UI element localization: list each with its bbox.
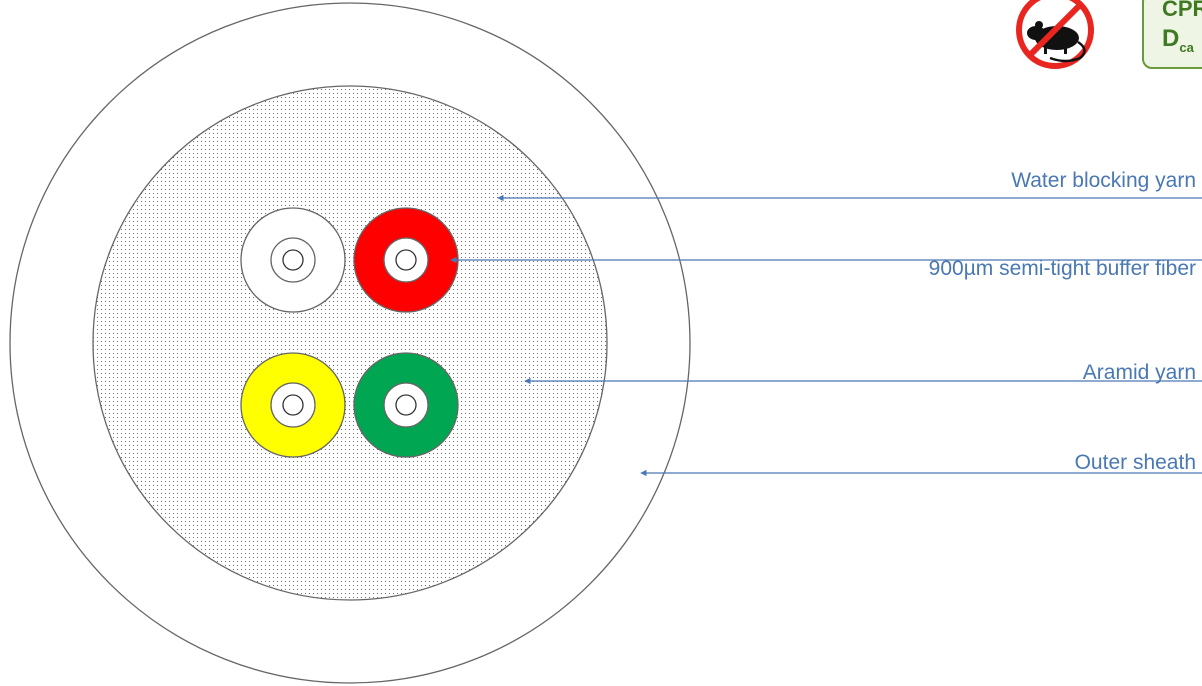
- callout-label-outer-sheath: Outer sheath: [1074, 451, 1196, 474]
- callout-label-aramid-yarn: Aramid yarn: [1082, 361, 1196, 384]
- cpr-class-badge: CPR Dca: [1142, 0, 1202, 69]
- buffer-fiber-red: [353, 207, 459, 313]
- cpr-badge-title: CPR: [1162, 0, 1202, 21]
- aramid-yarn-core: [92, 85, 608, 601]
- buffer-fiber-white: [240, 207, 346, 313]
- callout-label-water-blocking-yarn: Water blocking yarn: [1011, 169, 1196, 192]
- buffer-fiber-green: [353, 352, 459, 458]
- buffer-fiber-yellow: [240, 352, 346, 458]
- cpr-class-subscript: ca: [1179, 40, 1194, 55]
- cpr-class-letter: D: [1162, 25, 1180, 52]
- no-rodent-icon: [1016, 0, 1094, 69]
- cpr-badge-class: Dca: [1162, 25, 1194, 55]
- callout-label-buffer-fiber: 900µm semi-tight buffer fiber: [928, 257, 1196, 280]
